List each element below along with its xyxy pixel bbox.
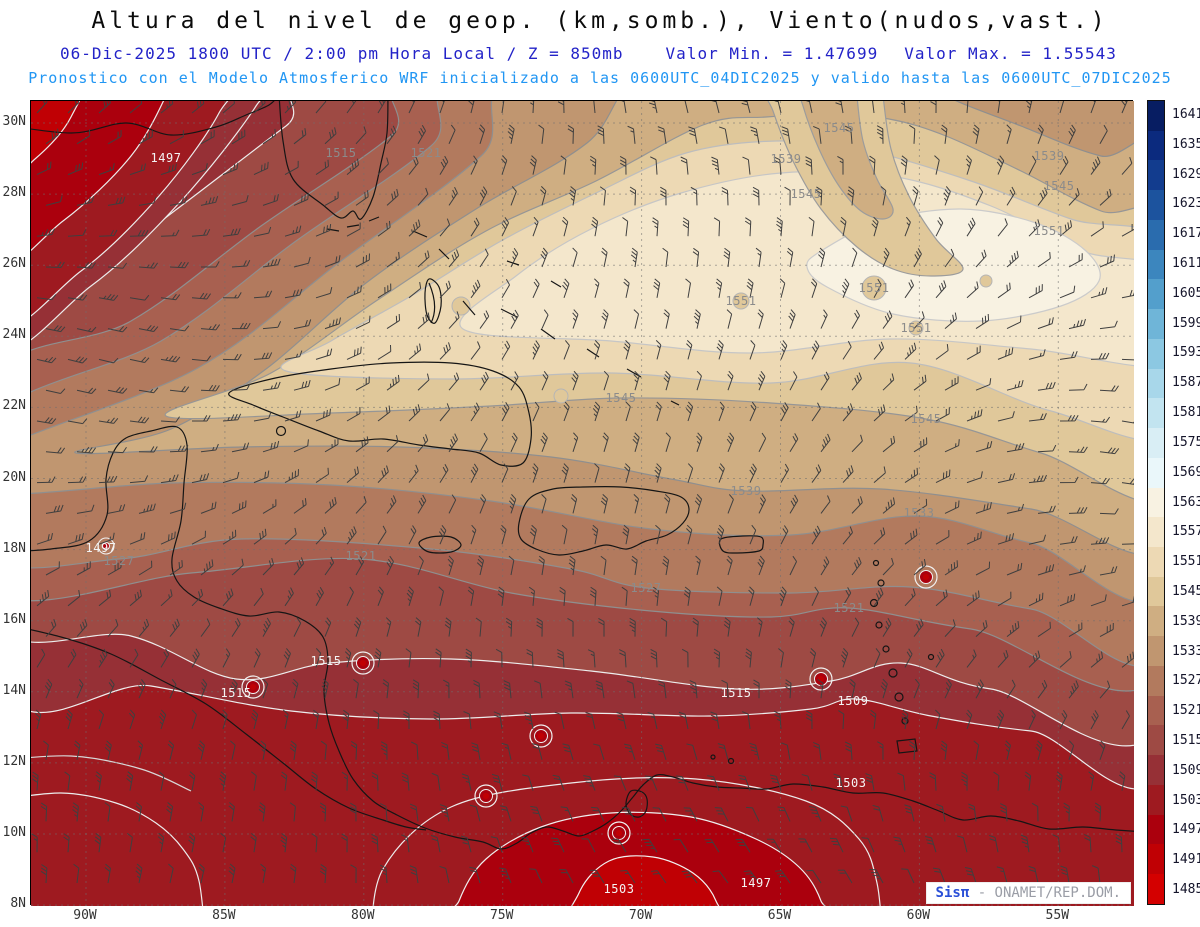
weather-map: 1497 1515 1521 1545 1539 1545 1539 1545 1551 1551…	[30, 100, 1134, 906]
colorbar-cell-1515	[1148, 725, 1164, 756]
lon-tick-label: 55W	[1045, 908, 1070, 923]
lat-tick-label: 18N	[2, 540, 26, 556]
colorbar-cell-1485	[1148, 874, 1164, 904]
model-info-text: Pronostico con el Modelo Atmosferico WRF…	[28, 69, 1172, 87]
colorbar-cell-1509	[1148, 755, 1164, 785]
colorbar-tick-label: 1605	[1172, 285, 1200, 301]
lat-tick-label: 12N	[2, 753, 26, 769]
colorbar-cell-1629	[1148, 160, 1164, 191]
colorbar-tick-label: 1587	[1172, 375, 1200, 391]
colorbar-cell-1491	[1148, 844, 1164, 875]
lat-tick-label: 8N	[10, 896, 26, 912]
colorbar-cell-1503	[1148, 784, 1164, 815]
colorbar-tick-label: 1557	[1172, 524, 1200, 540]
colorbar-tick-label: 1563	[1172, 494, 1200, 510]
colorbar-tick-label: 1635	[1172, 136, 1200, 152]
lon-tick-label: 90W	[73, 908, 97, 923]
lon-tick-label: 65W	[767, 908, 792, 923]
lat-tick-label: 26N	[2, 256, 26, 272]
value-max-text: Valor Max. = 1.55543	[904, 44, 1117, 63]
colorbar-cell-1617	[1148, 219, 1164, 250]
colorbar-cell-1587	[1148, 368, 1164, 399]
value-min-text: Valor Min. = 1.47699	[665, 44, 879, 63]
watermark-text: - ONAMET/REP.DOM.	[977, 885, 1121, 901]
colorbar-tick-label: 1581	[1172, 405, 1200, 421]
colorbar-tick-label: 1509	[1172, 762, 1200, 778]
colorbar-cell-1611	[1148, 249, 1164, 280]
colorbar-cell-1635	[1148, 130, 1164, 161]
wind-barbs	[31, 101, 1134, 884]
lat-tick-label: 10N	[2, 825, 26, 840]
lon-tick-label: 70W	[628, 908, 653, 923]
colorbar-cell-1641	[1148, 101, 1164, 131]
contour-fill-layer	[31, 101, 1134, 906]
colorbar-tick-label: 1611	[1172, 255, 1200, 271]
lat-tick-label: 24N	[2, 327, 26, 343]
colorbar-cell-1533	[1148, 636, 1164, 666]
colorbar-tick-label: 1503	[1172, 792, 1200, 808]
colorbar-cell-1623	[1148, 190, 1164, 220]
map-canvas	[31, 101, 1134, 906]
colorbar-cell-1551	[1148, 547, 1164, 577]
lat-tick-label: 30N	[2, 114, 26, 129]
colorbar-tick-label: 1551	[1172, 554, 1200, 570]
watermark: Sisπ - ONAMET/REP.DOM.	[926, 883, 1130, 903]
colorbar-tick-label: 1491	[1172, 852, 1200, 868]
colorbar	[1147, 100, 1165, 905]
colorbar-tick-label: 1599	[1172, 315, 1200, 331]
lon-tick-label: 60W	[906, 908, 931, 923]
colorbar-cell-1545	[1148, 576, 1164, 607]
subtitle-line: 06-Dic-2025 1800 UTC / 2:00 pm Hora Loca…	[30, 44, 1180, 63]
grid-lines	[31, 101, 1134, 906]
colorbar-tick-label: 1629	[1172, 166, 1200, 182]
lat-tick-label: 22N	[2, 398, 26, 414]
colorbar-cell-1497	[1148, 814, 1164, 845]
colorbar-tick-label: 1533	[1172, 643, 1200, 659]
colorbar-cell-1569	[1148, 457, 1164, 488]
colorbar-cell-1575	[1148, 428, 1164, 458]
colorbar-tick-label: 1569	[1172, 464, 1200, 480]
colorbar-tick-label: 1545	[1172, 583, 1200, 599]
colorbar-cell-1581	[1148, 398, 1164, 429]
lon-tick-label: 75W	[489, 908, 514, 923]
lat-tick-label: 14N	[2, 682, 26, 698]
colorbar-tick-label: 1515	[1172, 733, 1200, 749]
colorbar-tick-label: 1521	[1172, 703, 1200, 719]
colorbar-tick-label: 1641	[1172, 106, 1200, 122]
valid-time-text: 06-Dic-2025 1800 UTC / 2:00 pm Hora Loca…	[60, 44, 624, 63]
lat-tick-label: 20N	[2, 469, 26, 485]
colorbar-cell-1527	[1148, 665, 1164, 696]
colorbar-cell-1605	[1148, 279, 1164, 310]
colorbar-cell-1521	[1148, 695, 1164, 726]
lon-tick-label: 85W	[212, 908, 236, 923]
page-title: Altura del nivel de geop. (km,somb.), Vi…	[91, 8, 1109, 34]
colorbar-cell-1557	[1148, 517, 1164, 548]
colorbar-tick-label: 1497	[1172, 822, 1200, 838]
colorbar-tick-label: 1623	[1172, 196, 1200, 212]
colorbar-tick-label: 1539	[1172, 613, 1200, 629]
colorbar-tick-label: 1527	[1172, 673, 1200, 689]
colorbar-tick-label: 1575	[1172, 434, 1200, 450]
colorbar-tick-label: 1617	[1172, 226, 1200, 242]
lat-tick-label: 28N	[2, 185, 26, 201]
colorbar-cell-1539	[1148, 606, 1164, 637]
colorbar-tick-label: 1593	[1172, 345, 1200, 361]
lon-tick-label: 80W	[351, 908, 375, 923]
colorbar-cell-1593	[1148, 338, 1164, 369]
colorbar-tick-label: 1485	[1172, 882, 1200, 898]
lat-tick-label: 16N	[2, 611, 26, 627]
watermark-brand: Sisπ	[935, 885, 970, 901]
colorbar-cell-1599	[1148, 309, 1164, 339]
colorbar-cell-1563	[1148, 487, 1164, 518]
contour-line-layer	[31, 755, 881, 906]
